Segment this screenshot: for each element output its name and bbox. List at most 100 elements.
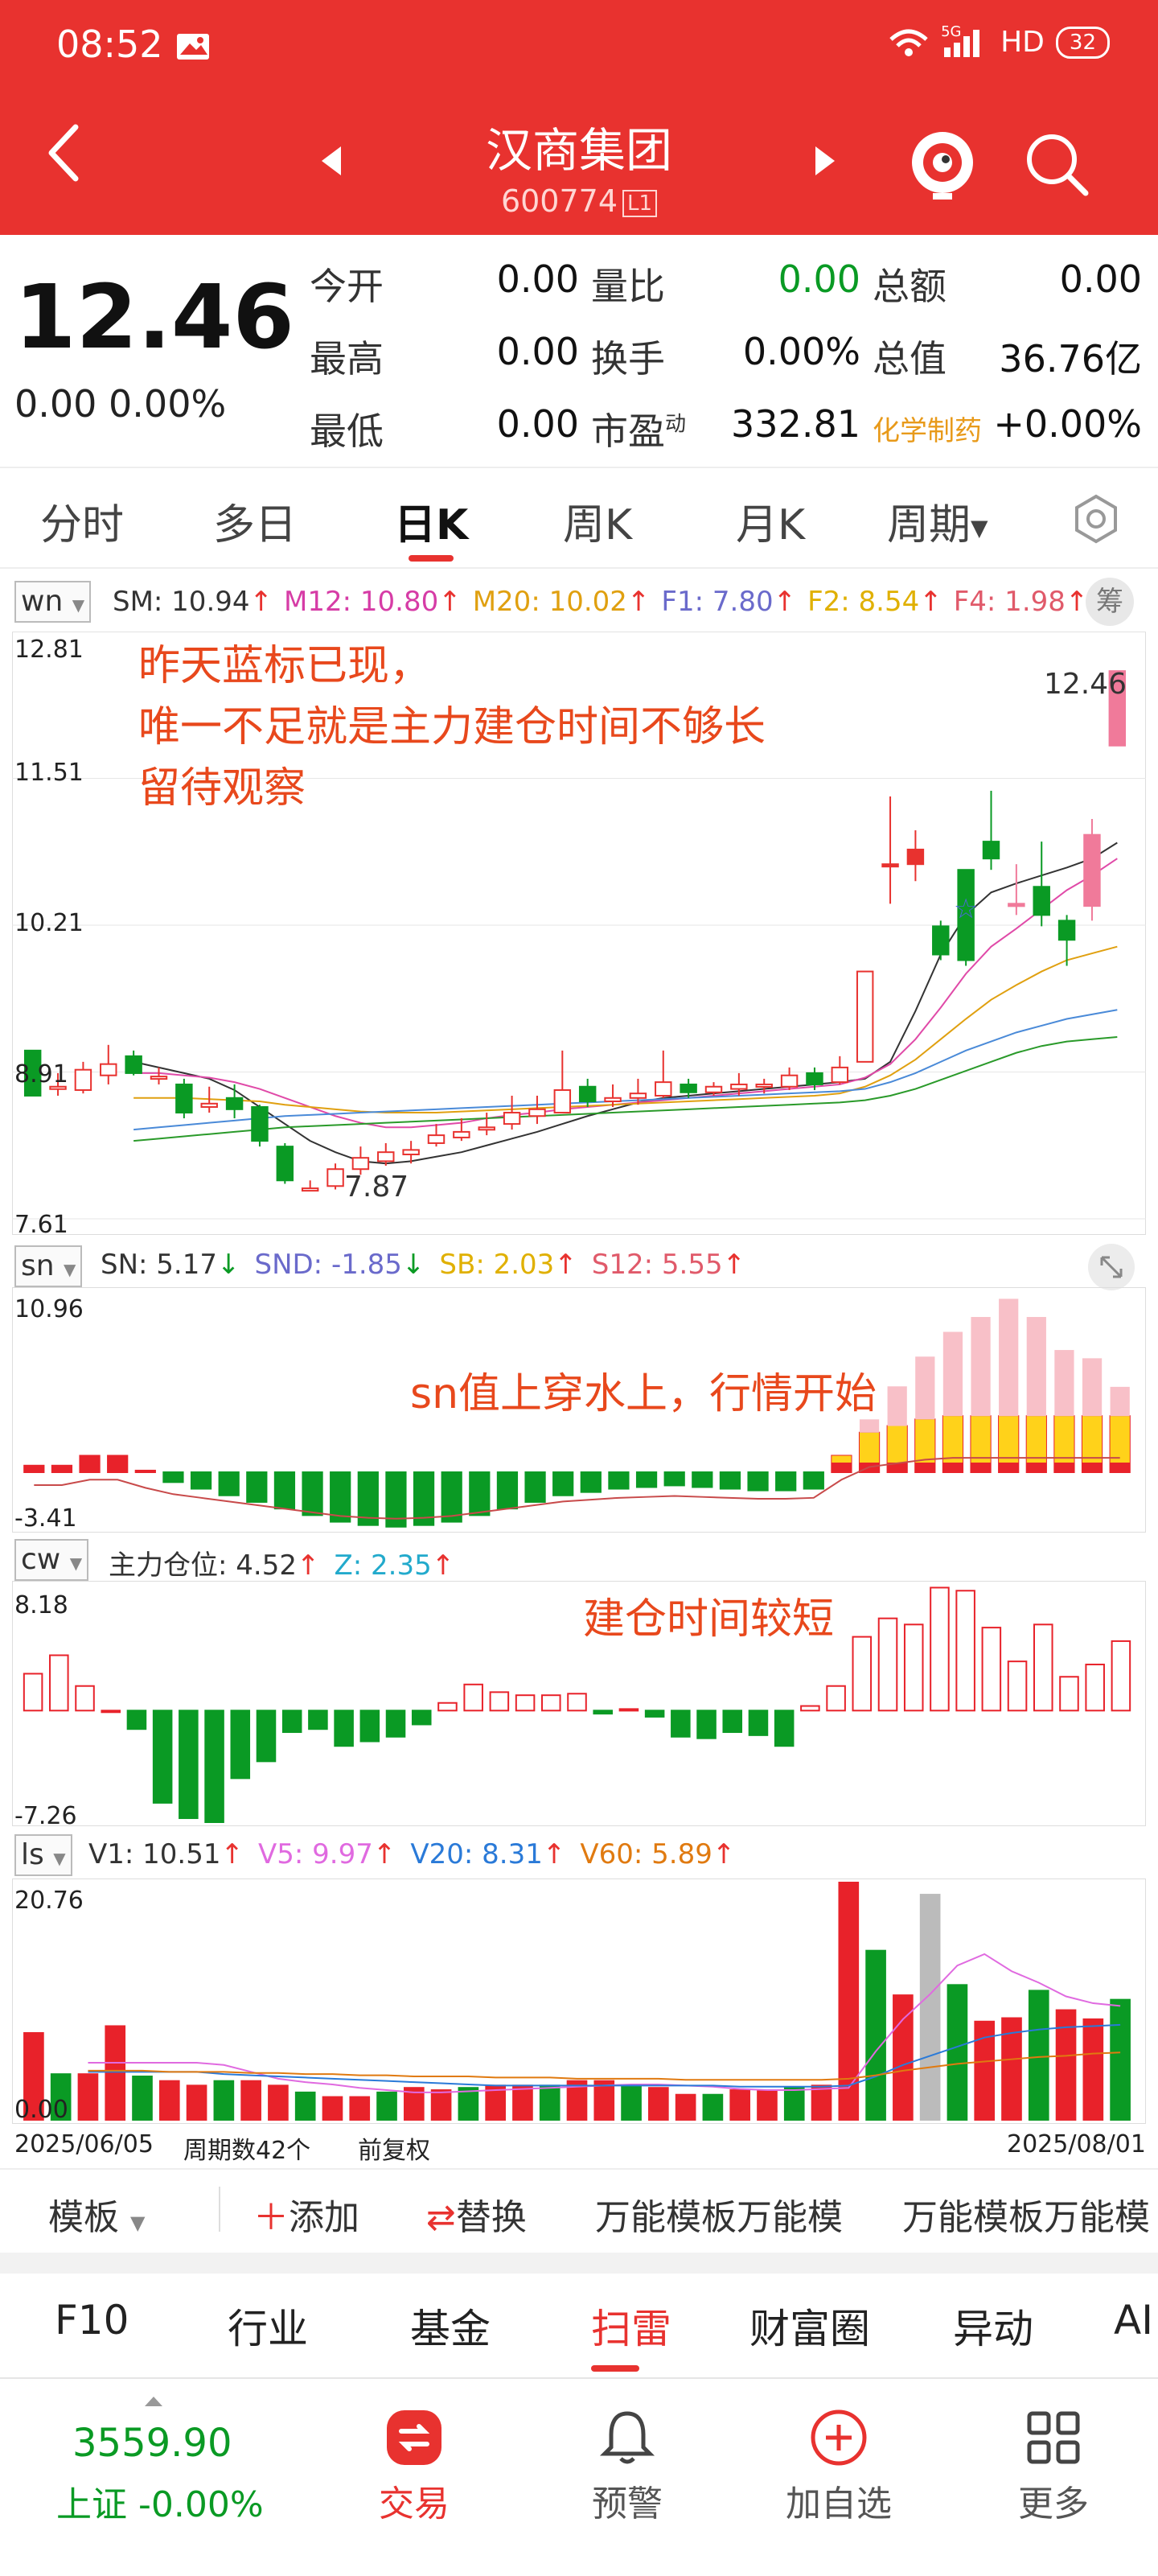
- indicator-select-cw[interactable]: cw ▼: [14, 1539, 89, 1581]
- histogram-bar: [1082, 2018, 1104, 2121]
- ls-legend: V1: 10.51↑ V5: 9.97↑ V20: 8.31↑ V60: 5.89↑: [88, 1838, 749, 1870]
- histogram-bar: [593, 2080, 615, 2121]
- legend-item: 主力仓位: 4.52↑: [109, 1549, 320, 1582]
- tab-industry[interactable]: 行业: [228, 2306, 308, 2352]
- histogram-bar: [775, 1471, 797, 1492]
- legend-item: F1: 7.80↑: [661, 586, 797, 618]
- candle: [125, 1055, 142, 1074]
- histogram-bar: [458, 2087, 479, 2121]
- template-select[interactable]: 模板 ▼: [48, 2197, 146, 2238]
- tab-intraday[interactable]: 分时: [40, 501, 125, 549]
- ma-line-SM: [133, 842, 1118, 1165]
- bottom-nav: 3559.90 上证 -0.00% 交易 预警 加自选 更多: [0, 2377, 1158, 2576]
- histogram-bar: [748, 1710, 769, 1736]
- y-axis-label: 7.61: [14, 1211, 68, 1239]
- histogram-bar: [281, 1710, 302, 1734]
- low-value: 0.00: [496, 402, 579, 446]
- next-stock-icon[interactable]: [814, 145, 836, 177]
- nav-add-watchlist[interactable]: 加自选: [778, 2407, 899, 2526]
- turnover-amount-label: 总额: [873, 265, 947, 308]
- sn-bar: [1082, 1358, 1103, 1417]
- candle: [175, 1083, 193, 1114]
- volume-ma-line-V60: [88, 2051, 1121, 2081]
- tab-abnormal-moves[interactable]: 异动: [953, 2306, 1033, 2352]
- tab-f10[interactable]: F10: [55, 2297, 129, 2344]
- expand-icon[interactable]: [1087, 1243, 1135, 1291]
- nav-trade[interactable]: 交易: [354, 2407, 474, 2526]
- candle: [730, 1083, 748, 1090]
- low-price-label: 7.87: [344, 1171, 409, 1204]
- histogram-bar: [865, 1949, 886, 2121]
- index-value[interactable]: 3559.90: [72, 2421, 232, 2466]
- histogram-bar: [644, 1710, 665, 1718]
- template-item[interactable]: 万能模板万能模: [595, 2197, 843, 2238]
- stock-name: 汉商集团: [485, 123, 672, 178]
- candle: [478, 1126, 495, 1131]
- indicator-select-sn[interactable]: sn ▼: [14, 1245, 83, 1287]
- candle: [906, 848, 925, 866]
- template-item[interactable]: 万能模板万能模: [902, 2197, 1150, 2238]
- histogram-bar: [955, 1590, 975, 1712]
- candle: [578, 1085, 597, 1102]
- legend-item: SND: -1.85↓: [254, 1249, 425, 1281]
- star-marker-icon: ☆: [954, 893, 978, 925]
- sector-link[interactable]: 化学制药: [873, 415, 982, 447]
- back-arrow-icon[interactable]: [40, 121, 88, 185]
- nav-alert[interactable]: 预警: [567, 2407, 688, 2526]
- histogram-bar: [107, 1455, 129, 1473]
- caret-down-icon: ▼: [72, 595, 85, 615]
- histogram-bar: [50, 2073, 72, 2121]
- histogram-bar: [566, 2080, 588, 2121]
- tab-period-dropdown[interactable]: 周期▼: [887, 501, 988, 549]
- ma-line-M20: [133, 945, 1118, 1114]
- histogram-bar: [334, 1710, 354, 1747]
- histogram-bar: [403, 2087, 425, 2121]
- nav-more[interactable]: 更多: [993, 2407, 1114, 2526]
- caret-down-icon: ▼: [53, 1849, 66, 1868]
- sn-bar: [942, 1331, 963, 1417]
- previous-stock-icon[interactable]: [320, 145, 343, 177]
- histogram-bar: [246, 1471, 268, 1503]
- tab-ai[interactable]: AI: [1114, 2297, 1153, 2344]
- histogram-bar: [524, 1471, 546, 1503]
- divider: [0, 567, 1158, 569]
- histogram-bar: [79, 1455, 101, 1473]
- period-count: 周期数42个: [183, 2137, 311, 2165]
- chip-distribution-button[interactable]: 筹: [1086, 578, 1134, 626]
- settings-hex-icon[interactable]: [1070, 492, 1123, 545]
- index-label[interactable]: 上证 -0.00%: [56, 2484, 264, 2525]
- sb-bar: [859, 1432, 880, 1463]
- histogram-bar: [349, 2096, 371, 2121]
- tab-multi-day[interactable]: 多日: [213, 501, 298, 549]
- replace-template-button[interactable]: ⇄替换: [426, 2197, 527, 2238]
- histogram-bar: [1007, 1660, 1028, 1712]
- indicator-select-ls[interactable]: ls ▼: [14, 1834, 72, 1876]
- replace-icon: ⇄: [426, 2197, 456, 2238]
- tab-weekly-k[interactable]: 周K: [563, 501, 633, 549]
- histogram-bar: [385, 1471, 407, 1528]
- tab-fund[interactable]: 基金: [410, 2306, 491, 2352]
- tab-wealth-circle[interactable]: 财富圈: [749, 2306, 870, 2352]
- mascot-icon[interactable]: [909, 129, 976, 201]
- histogram-bar: [186, 2084, 207, 2121]
- sn-bar: [915, 1356, 935, 1420]
- indicator-select-wn[interactable]: wn ▼: [14, 581, 92, 623]
- tab-monthly-k[interactable]: 月K: [736, 501, 806, 549]
- search-icon[interactable]: [1023, 130, 1090, 198]
- open-value: 0.00: [496, 257, 579, 301]
- legend-item: SM: 10.94↑: [113, 586, 273, 618]
- candle: [553, 1088, 572, 1114]
- trend-arrow-icon: ↑: [626, 586, 651, 618]
- candle: [150, 1076, 168, 1080]
- candle: [680, 1083, 697, 1093]
- add-template-button[interactable]: ＋添加: [253, 2197, 359, 2238]
- tab-daily-k[interactable]: 日K: [394, 501, 469, 549]
- caret-up-icon: [145, 2397, 162, 2406]
- s12-line: [34, 1457, 1120, 1520]
- last-price-label: 12.46: [1044, 668, 1127, 701]
- histogram-bar: [75, 1685, 95, 1712]
- level-badge: L1: [622, 189, 658, 217]
- tab-risk-scan[interactable]: 扫雷: [591, 2306, 671, 2352]
- histogram-bar: [463, 1683, 483, 1712]
- divider: [0, 467, 1158, 468]
